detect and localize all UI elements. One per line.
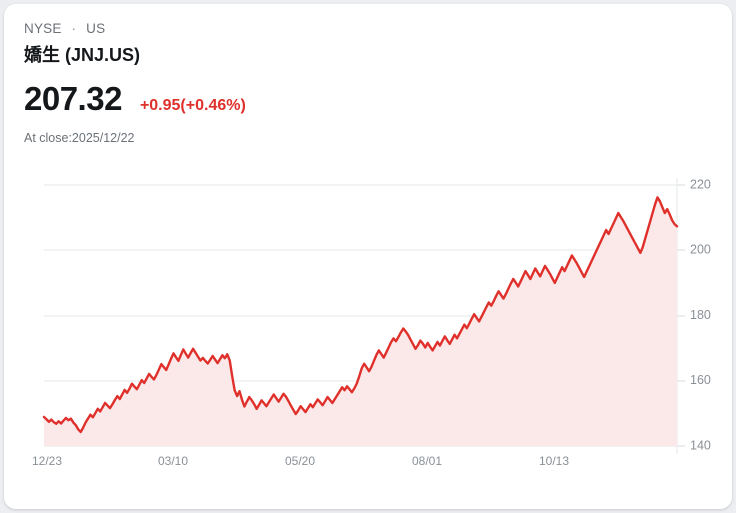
series-line (42, 196, 679, 434)
quote-header: NYSE · US 嬌生 (JNJ.US) 207.32 +0.95(+0.46… (24, 20, 712, 146)
series-area-fill (44, 197, 677, 446)
ytick-label-200: 200 (690, 243, 711, 257)
price-row: 207.32 +0.95(+0.46%) (24, 80, 712, 118)
ytick-label-140: 140 (690, 438, 711, 452)
ytick-label-220: 220 (690, 177, 711, 191)
series-area-group (42, 196, 679, 446)
xtick-label-0: 12/23 (32, 454, 62, 468)
y-axis-ticks (677, 184, 685, 447)
xtick-label-2: 05/20 (285, 454, 315, 468)
instrument-name: 嬌生 (JNJ.US) (24, 45, 141, 65)
xtick-label-1: 03/10 (158, 454, 188, 468)
region-label: US (86, 21, 106, 36)
price-chart[interactable]: 220 200 180 160 140 12/23 03/10 05/20 08/01 10/1… (4, 164, 732, 484)
ytick-label-180: 180 (690, 308, 711, 322)
price-chart-svg[interactable]: 220 200 180 160 140 12/23 03/10 05/20 08/01 10/1… (4, 164, 732, 484)
price-value: 207.32 (24, 80, 122, 117)
stock-quote-card: NYSE · US 嬌生 (JNJ.US) 207.32 +0.95(+0.46… (4, 4, 732, 509)
exchange-label: NYSE (24, 21, 62, 36)
xtick-label-3: 08/01 (412, 454, 442, 468)
xtick-label-4: 10/13 (539, 454, 569, 468)
x-axis-labels: 12/23 03/10 05/20 08/01 10/13 (32, 454, 569, 468)
close-timestamp: At close:2025/12/22 (24, 131, 135, 145)
separator-dot: · (71, 21, 77, 36)
ytick-label-160: 160 (690, 373, 711, 387)
price-change: +0.95(+0.46%) (139, 97, 246, 114)
y-axis-labels: 220 200 180 160 140 (690, 177, 711, 452)
exchange-region-row: NYSE · US (24, 20, 712, 38)
